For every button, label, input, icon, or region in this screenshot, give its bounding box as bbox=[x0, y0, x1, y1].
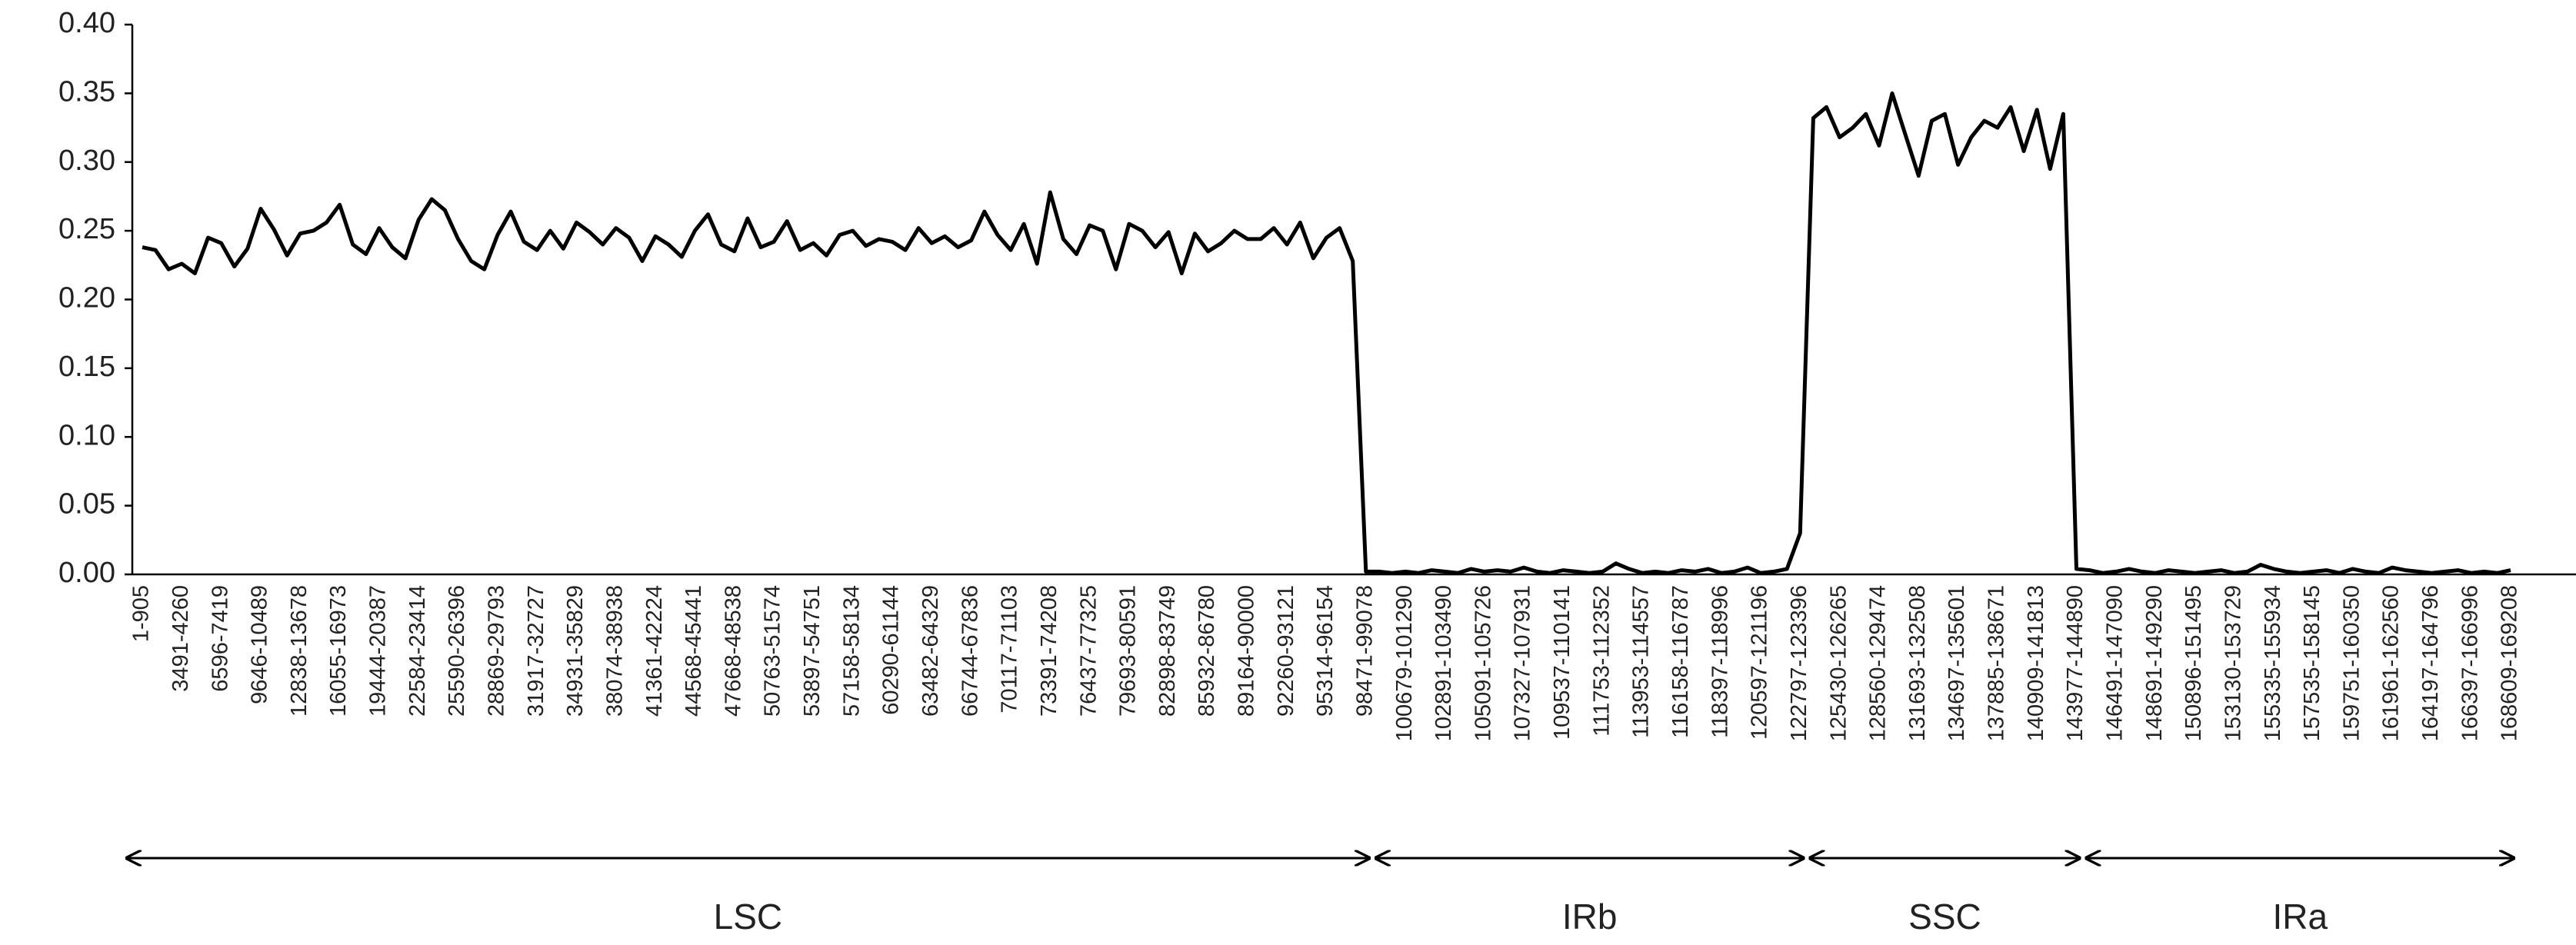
y-tick-label: 0.25 bbox=[58, 213, 115, 245]
x-tick-label: 44568-45441 bbox=[681, 585, 706, 717]
x-tick-label: 150896-151495 bbox=[2181, 585, 2206, 741]
x-tick-label: 9646-10489 bbox=[248, 585, 272, 704]
x-tick-label: 140909-141813 bbox=[2024, 585, 2048, 741]
x-tick-label: 25590-26396 bbox=[445, 585, 469, 717]
x-tick-label: 16055-16973 bbox=[326, 585, 351, 717]
x-tick-label: 79693-80591 bbox=[1116, 585, 1141, 717]
x-tick-label: 19444-20387 bbox=[366, 585, 391, 717]
x-tick-label: 85932-86780 bbox=[1195, 585, 1219, 717]
x-tick-label: 146491-147090 bbox=[2102, 585, 2127, 741]
y-tick-label: 0.00 bbox=[58, 557, 115, 589]
x-tick-label: 131693-132508 bbox=[1905, 585, 1930, 741]
region-label: IRa bbox=[2273, 897, 2328, 937]
x-tick-label: 161961-162560 bbox=[2379, 585, 2404, 741]
x-tick-label: 100679-101290 bbox=[1392, 585, 1417, 741]
x-tick-label: 41361-42224 bbox=[642, 585, 667, 717]
region-label: SSC bbox=[1908, 897, 1981, 937]
x-tick-label: 122797-123396 bbox=[1787, 585, 1811, 741]
x-tick-label: 143977-144890 bbox=[2063, 585, 2088, 741]
y-tick-label: 0.05 bbox=[58, 488, 115, 521]
x-tick-label: 22584-23414 bbox=[405, 585, 430, 717]
x-tick-label: 89164-90000 bbox=[1235, 585, 1259, 717]
x-tick-label: 134697-135601 bbox=[1944, 585, 1969, 741]
x-tick-label: 31917-32727 bbox=[524, 585, 548, 717]
x-tick-label: 92260-93121 bbox=[1274, 585, 1298, 717]
x-tick-label: 125430-126265 bbox=[1826, 585, 1851, 741]
x-tick-label: 128560-129474 bbox=[1866, 585, 1891, 741]
x-tick-label: 168609-169208 bbox=[2498, 585, 2522, 741]
x-tick-label: 66744-67836 bbox=[958, 585, 982, 717]
x-tick-label: 164197-164796 bbox=[2418, 585, 2443, 741]
x-tick-label: 6596-7419 bbox=[208, 585, 232, 692]
y-tick-label: 0.10 bbox=[58, 419, 115, 451]
x-tick-label: 109537-110141 bbox=[1550, 585, 1575, 740]
y-tick-label: 0.30 bbox=[58, 145, 115, 177]
x-tick-label: 12838-13678 bbox=[287, 585, 312, 717]
y-tick-label: 0.15 bbox=[58, 351, 115, 383]
data-line bbox=[142, 91, 2511, 575]
x-tick-label: 3491-4260 bbox=[168, 585, 193, 692]
x-tick-label: 107327-107931 bbox=[1511, 585, 1535, 741]
x-tick-label: 70117-71103 bbox=[998, 585, 1022, 714]
x-tick-label: 63482-64329 bbox=[918, 585, 943, 717]
x-tick-label: 111753-112352 bbox=[1589, 585, 1614, 737]
y-tick-label: 0.35 bbox=[58, 75, 115, 108]
region-label: IRb bbox=[1562, 897, 1618, 937]
x-tick-label: 50763-51574 bbox=[761, 585, 785, 717]
x-tick-label: 118397-118996 bbox=[1708, 585, 1732, 738]
x-tick-label: 47668-48538 bbox=[721, 585, 745, 717]
x-tick-label: 113953-114557 bbox=[1629, 585, 1654, 738]
y-tick-label: 0.40 bbox=[58, 7, 115, 39]
x-tick-label: 159751-160350 bbox=[2339, 585, 2364, 741]
x-tick-label: 98471-99078 bbox=[1352, 585, 1377, 717]
region-label: LSC bbox=[714, 897, 782, 937]
x-tick-label: 105091-105726 bbox=[1471, 585, 1495, 741]
y-tick-label: 0.20 bbox=[58, 282, 115, 314]
x-tick-label: 166397-166996 bbox=[2458, 585, 2482, 741]
x-tick-label: 82898-83749 bbox=[1155, 585, 1180, 717]
x-tick-label: 60290-61144 bbox=[879, 585, 904, 715]
x-tick-label: 95314-96154 bbox=[1313, 585, 1338, 717]
x-tick-label: 157535-158145 bbox=[2300, 585, 2324, 741]
x-tick-label: 116158-116787 bbox=[1668, 585, 1693, 738]
x-tick-label: 153130-153729 bbox=[2221, 585, 2245, 741]
x-tick-label: 137885-138671 bbox=[1984, 585, 2009, 741]
x-tick-label: 57158-58134 bbox=[839, 585, 864, 717]
x-tick-label: 73391-74208 bbox=[1037, 585, 1061, 717]
x-tick-label: 155335-155934 bbox=[2261, 585, 2285, 741]
x-tick-label: 28869-29793 bbox=[485, 585, 509, 717]
x-tick-label: 102891-103490 bbox=[1431, 585, 1456, 741]
x-tick-label: 76437-77325 bbox=[1076, 585, 1101, 717]
x-tick-label: 34931-35829 bbox=[563, 585, 588, 717]
x-tick-label: 53897-54751 bbox=[800, 585, 825, 717]
x-tick-label: 1-905 bbox=[129, 585, 154, 642]
x-tick-label: 120597-121196 bbox=[1748, 585, 1772, 740]
x-tick-label: 38074-38938 bbox=[602, 585, 627, 717]
x-tick-label: 148691-149290 bbox=[2142, 585, 2167, 741]
